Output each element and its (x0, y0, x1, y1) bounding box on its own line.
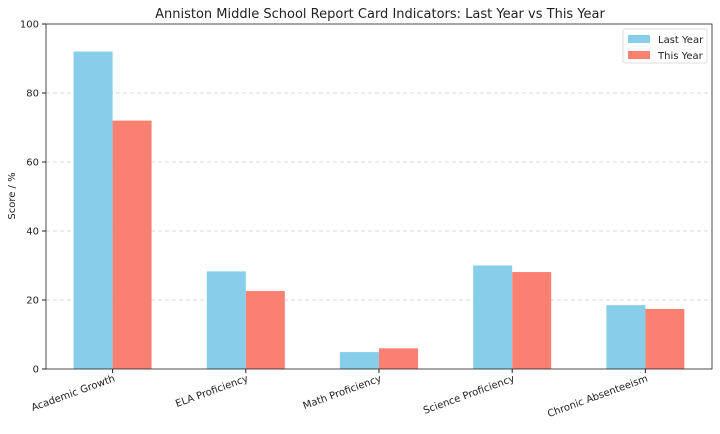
x-tick-label: Chronic Absenteeism (546, 373, 649, 420)
legend-label: Last Year (658, 35, 704, 46)
bar-last-year (206, 271, 246, 369)
y-axis-label: Score / % (7, 172, 18, 219)
bar-last-year (340, 352, 379, 369)
x-tick-label: Academic Growth (30, 373, 117, 413)
bar-this-year (112, 120, 152, 369)
y-tick-label: 20 (26, 296, 39, 307)
legend-label: This Year (657, 51, 704, 62)
bar-last-year (73, 51, 113, 369)
bar-this-year (512, 272, 552, 369)
x-tick-label: Math Proficiency (302, 373, 383, 412)
bar-last-year (473, 265, 513, 369)
bar-this-year (245, 291, 285, 369)
legend-swatch (628, 35, 650, 43)
x-tick-label: Science Proficiency (422, 373, 516, 416)
y-tick-label: 80 (26, 89, 39, 100)
chart-title: Anniston Middle School Report Card Indic… (155, 7, 605, 22)
y-tick-label: 100 (20, 20, 39, 31)
bar-last-year (606, 305, 646, 369)
bar-this-year (379, 348, 418, 369)
legend-swatch (628, 51, 650, 59)
y-tick-label: 40 (26, 227, 39, 238)
legend: Last Year This Year (622, 28, 708, 64)
x-tick-label: ELA Proficiency (174, 373, 250, 410)
y-tick-label: 60 (26, 158, 39, 169)
y-tick-label: 0 (33, 365, 39, 376)
bar-this-year (645, 308, 685, 369)
